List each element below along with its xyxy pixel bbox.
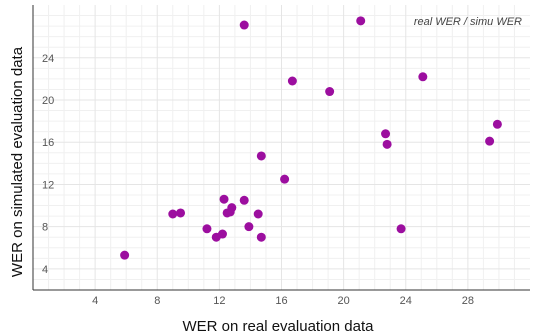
y-tick-label: 24 xyxy=(42,53,54,65)
x-axis-title: WER on real evaluation data xyxy=(183,318,375,335)
data-point xyxy=(356,16,366,26)
data-point xyxy=(396,224,406,234)
major-gridlines xyxy=(33,5,530,290)
data-point xyxy=(202,224,212,234)
x-tick-label: 28 xyxy=(462,295,474,307)
x-tick-labels: 4 8 12 16 20 24 28 xyxy=(92,295,474,307)
y-tick-label: 16 xyxy=(42,137,54,149)
data-point xyxy=(256,151,266,161)
data-point xyxy=(239,195,249,205)
data-point xyxy=(325,87,335,97)
data-point xyxy=(219,194,229,204)
data-point xyxy=(485,136,495,146)
data-point xyxy=(217,229,227,239)
data-points xyxy=(120,16,502,260)
legend-label: real WER / simu WER xyxy=(414,16,522,28)
minor-gridlines xyxy=(33,5,530,290)
x-tick-label: 8 xyxy=(154,295,160,307)
x-tick-label: 4 xyxy=(92,295,98,307)
data-point xyxy=(381,129,391,139)
y-tick-label: 12 xyxy=(42,179,54,191)
data-point xyxy=(287,76,297,86)
data-point xyxy=(168,209,178,219)
y-axis-title: WER on simulated evaluation data xyxy=(9,46,26,277)
y-tick-label: 4 xyxy=(42,264,48,276)
data-point xyxy=(256,232,266,242)
x-tick-label: 20 xyxy=(338,295,350,307)
y-tick-label: 20 xyxy=(42,95,54,107)
x-tick-label: 24 xyxy=(400,295,412,307)
data-point xyxy=(120,250,130,260)
data-point xyxy=(244,222,254,232)
x-tick-label: 12 xyxy=(213,295,225,307)
data-point xyxy=(239,20,249,30)
data-point xyxy=(382,139,392,149)
y-tick-label: 8 xyxy=(42,222,48,234)
data-point xyxy=(176,208,186,218)
data-point xyxy=(227,203,237,213)
data-point xyxy=(253,209,263,219)
y-tick-labels: 4 8 12 16 20 24 xyxy=(42,53,54,276)
data-point xyxy=(280,174,290,184)
data-point xyxy=(418,72,428,82)
x-tick-label: 16 xyxy=(275,295,287,307)
data-point xyxy=(492,119,502,129)
